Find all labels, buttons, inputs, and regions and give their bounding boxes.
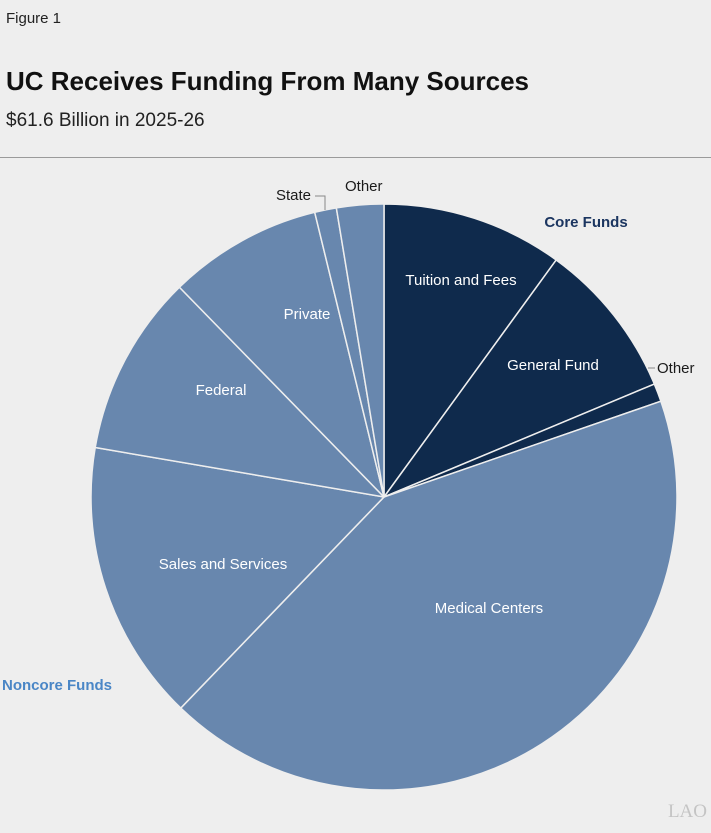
group-label-core-funds: Core Funds [544, 214, 627, 231]
pie-slice-federal-5 [94, 286, 385, 498]
group-label-noncore-funds: Noncore Funds [2, 677, 112, 694]
slice-label-other-8: Other [345, 178, 383, 195]
slice-label-state-7: State [276, 187, 311, 204]
pie-slice-private-6 [178, 211, 385, 498]
slice-labels: Tuition and Fees General Fund Other Medical… [159, 178, 695, 617]
slice-label-medical-centers-3: Medical Centers [435, 600, 543, 617]
pie-slice-medical-centers-3 [180, 400, 678, 791]
pie-slice-other-8 [335, 203, 385, 498]
title-divider [0, 157, 711, 158]
figure-label: Figure 1 [6, 10, 62, 27]
slice-label-federal-5: Federal [196, 382, 247, 399]
slice-label-other-2: Other [657, 360, 695, 377]
pie-slice-tuition-and-fees-0 [383, 203, 557, 498]
slice-label-tuition-and-fees-0: Tuition and Fees [405, 272, 516, 289]
lao-watermark: LAO [667, 801, 707, 822]
slice-label-general-fund-1: General Fund [507, 357, 599, 374]
chart-subtitle: $61.6 Billion in 2025-26 [6, 110, 205, 131]
pie-slice-general-fund-1 [383, 259, 656, 498]
pie-slice-sales-and-services-4 [90, 446, 385, 709]
slice-label-sales-and-services-4: Sales and Services [159, 556, 287, 573]
leader-line-state-7 [315, 195, 326, 210]
group-labels: Core Funds Noncore Funds [2, 214, 628, 694]
pie-slices [90, 203, 678, 791]
slice-label-private-6: Private [284, 306, 331, 323]
chart-title: UC Receives Funding From Many Sources [6, 66, 530, 96]
leader-lines [315, 195, 655, 369]
